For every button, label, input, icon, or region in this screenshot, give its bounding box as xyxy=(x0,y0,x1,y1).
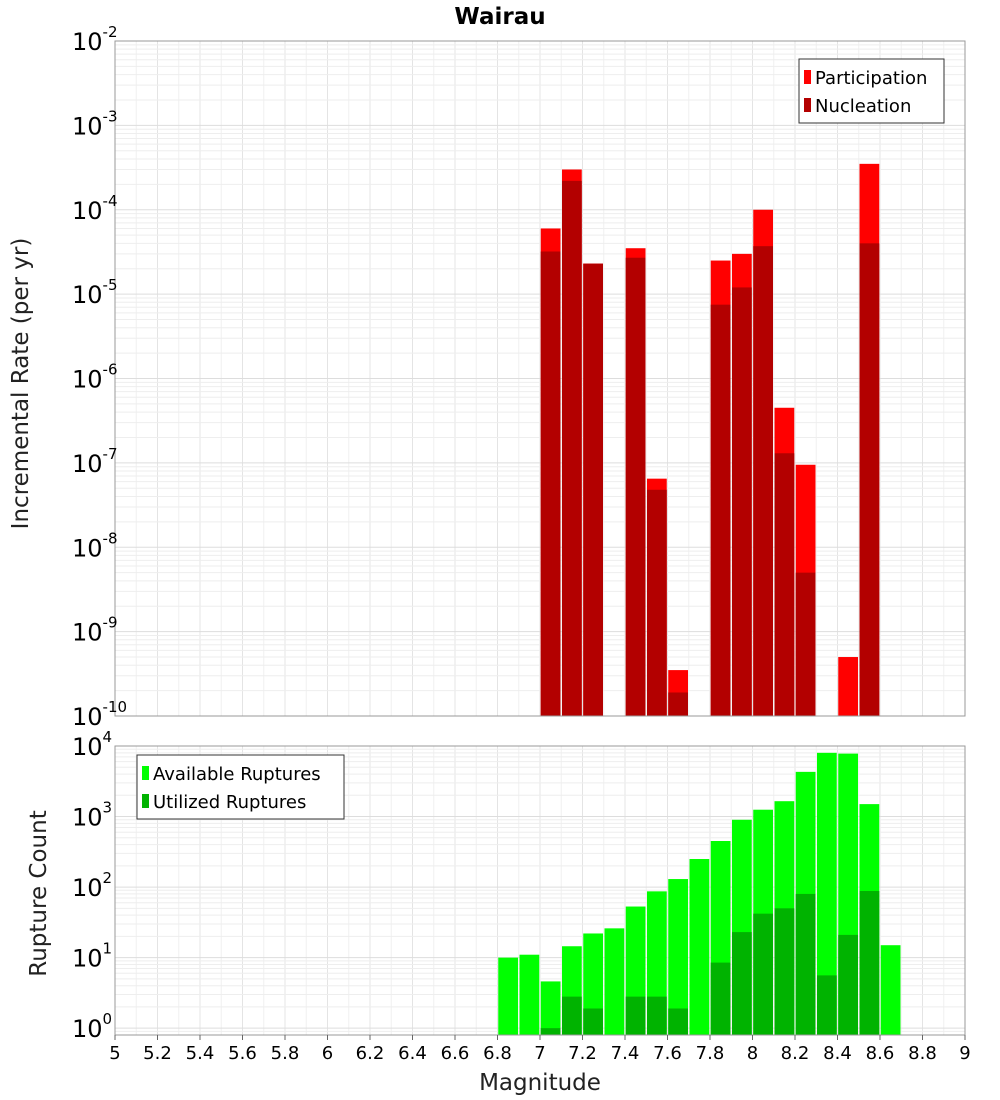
x-tick-label: 6.4 xyxy=(398,1043,427,1064)
top-panel-bars xyxy=(540,163,880,717)
x-tick-label: 5.2 xyxy=(143,1043,172,1064)
x-tick-label: 5 xyxy=(109,1043,120,1064)
legend-label: Nucleation xyxy=(815,96,911,117)
y-tick-label: 102 xyxy=(72,869,112,902)
bar-nucleation xyxy=(668,692,688,716)
legend-label: Participation xyxy=(815,68,927,89)
y-tick-label: 10-6 xyxy=(72,361,118,394)
x-tick-label: 9 xyxy=(959,1043,970,1064)
bar-utilized-ruptures xyxy=(859,890,880,1035)
x-tick-label: 6.8 xyxy=(483,1043,512,1064)
bar-available-ruptures xyxy=(498,957,518,1035)
bottom-panel-bars xyxy=(498,752,901,1035)
x-axis-label: Magnitude xyxy=(479,1070,601,1096)
bottom-legend: Available Ruptures Utilized Ruptures xyxy=(136,754,345,820)
y-tick-label: 101 xyxy=(72,940,112,973)
top-panel-grid xyxy=(114,40,966,717)
bar-nucleation xyxy=(859,243,880,717)
bar-utilized-ruptures xyxy=(732,932,752,1035)
x-tick-label: 8.6 xyxy=(866,1043,895,1064)
y-tick-label: 10-7 xyxy=(72,445,118,478)
top-legend: Participation Nucleation xyxy=(798,58,945,124)
x-tick-label: 8 xyxy=(747,1043,758,1064)
bar-nucleation xyxy=(753,246,773,716)
top-y-axis-label: Incremental Rate (per yr) xyxy=(8,238,34,530)
bar-nucleation xyxy=(540,251,561,716)
legend-label: Utilized Ruptures xyxy=(153,792,306,813)
bar-utilized-ruptures xyxy=(625,996,646,1035)
y-tick-label: 10-3 xyxy=(72,107,118,140)
bar-utilized-ruptures xyxy=(668,1008,688,1035)
legend-label: Available Ruptures xyxy=(153,764,321,785)
bar-available-ruptures xyxy=(817,752,837,1035)
bar-available-ruptures xyxy=(604,928,625,1035)
x-tick-label: 7 xyxy=(534,1043,545,1064)
bar-participation xyxy=(838,657,858,716)
bar-nucleation xyxy=(583,263,603,716)
bar-utilized-ruptures xyxy=(795,893,816,1035)
bar-utilized-ruptures xyxy=(838,934,858,1035)
x-tick-label: 8.4 xyxy=(823,1043,852,1064)
y-tick-label: 10-2 xyxy=(72,23,118,56)
bar-nucleation xyxy=(562,180,582,716)
bar-nucleation xyxy=(710,304,731,716)
bottom-y-axis-label: Rupture Count xyxy=(26,810,52,976)
x-tick-label: 5.4 xyxy=(186,1043,215,1064)
x-tick-label: 7.2 xyxy=(568,1043,597,1064)
legend-swatch xyxy=(804,70,811,84)
y-tick-label: 10-8 xyxy=(72,529,118,562)
chart-title: Wairau xyxy=(454,4,545,30)
bar-nucleation xyxy=(732,287,752,716)
legend-box xyxy=(136,754,345,820)
y-tick-label: 103 xyxy=(72,799,112,832)
x-tick-label: 7.4 xyxy=(611,1043,640,1064)
x-tick-label: 8.8 xyxy=(908,1043,937,1064)
y-tick-label: 10-4 xyxy=(72,192,118,225)
top-y-ticks: 10-2 10-3 10-4 10-5 10-6 10-7 10-8 10-9 10-10 xyxy=(72,23,127,731)
bar-utilized-ruptures xyxy=(583,1008,603,1035)
legend-box xyxy=(798,58,945,124)
bar-available-ruptures xyxy=(668,879,688,1035)
x-tick-label: 6.6 xyxy=(441,1043,470,1064)
bar-nucleation xyxy=(647,489,667,716)
bar-available-ruptures xyxy=(880,945,901,1035)
legend-swatch xyxy=(142,794,149,808)
x-tick-label: 6.2 xyxy=(356,1043,385,1064)
y-tick-label: 100 xyxy=(72,1010,112,1043)
x-tick-label: 7.8 xyxy=(696,1043,725,1064)
bar-available-ruptures xyxy=(540,981,561,1035)
bar-nucleation xyxy=(625,257,646,716)
x-tick-label: 8.2 xyxy=(781,1043,810,1064)
x-ticks: 5 5.2 5.4 5.6 5.8 6 6.2 6.4 6.6 6.8 7 7.2 7.4 7.6 7.8 8… xyxy=(109,1035,971,1064)
x-tick-label: 6 xyxy=(322,1043,333,1064)
x-tick-label: 5.6 xyxy=(228,1043,257,1064)
bottom-y-ticks: 104 103 102 101 100 xyxy=(72,728,112,1043)
bar-utilized-ruptures xyxy=(753,913,773,1035)
bar-utilized-ruptures xyxy=(774,908,795,1035)
y-tick-label: 10-10 xyxy=(72,698,127,731)
bar-nucleation xyxy=(795,572,816,716)
bar-nucleation xyxy=(774,453,795,716)
bar-utilized-ruptures xyxy=(710,962,731,1035)
x-tick-label: 7.6 xyxy=(653,1043,682,1064)
bar-available-ruptures xyxy=(689,859,710,1035)
top-panel-frame xyxy=(114,40,966,717)
x-tick-label: 5.8 xyxy=(271,1043,300,1064)
legend-swatch xyxy=(142,766,149,780)
bar-available-ruptures xyxy=(519,954,540,1035)
legend-swatch xyxy=(804,98,811,112)
bar-utilized-ruptures xyxy=(817,975,837,1035)
bar-utilized-ruptures xyxy=(647,996,667,1035)
y-tick-label: 104 xyxy=(72,728,112,761)
bar-utilized-ruptures xyxy=(540,1028,561,1035)
bar-utilized-ruptures xyxy=(562,996,582,1035)
y-tick-label: 10-5 xyxy=(72,276,118,309)
y-tick-label: 10-9 xyxy=(72,614,118,647)
